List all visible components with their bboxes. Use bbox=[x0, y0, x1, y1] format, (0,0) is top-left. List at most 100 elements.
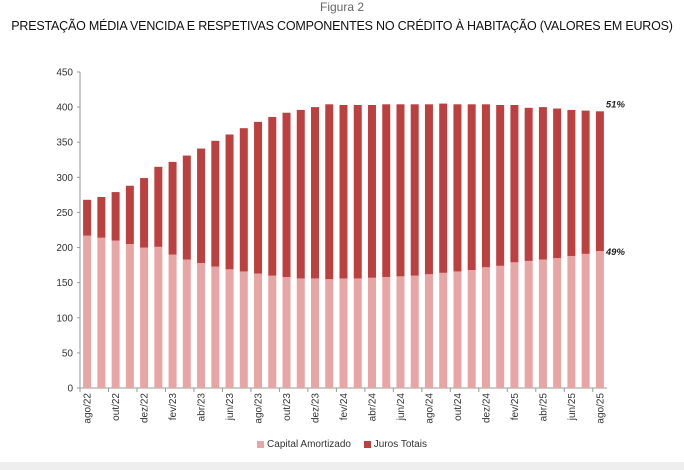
x-tick-label: out/22 bbox=[111, 393, 122, 421]
bar-capital-amortizado bbox=[239, 271, 248, 388]
bar-juros-totais bbox=[111, 192, 120, 241]
x-tick-label: out/24 bbox=[453, 393, 464, 421]
bar-juros-totais bbox=[268, 116, 277, 276]
bar-capital-amortizado bbox=[282, 277, 291, 388]
bar-capital-amortizado bbox=[211, 266, 220, 388]
figure-label: Figura 2 bbox=[319, 0, 365, 14]
y-tick-label: 50 bbox=[62, 348, 74, 359]
bar-capital-amortizado bbox=[268, 275, 277, 388]
bar-capital-amortizado bbox=[410, 275, 419, 388]
bar-juros-totais bbox=[595, 111, 604, 252]
bar-capital-amortizado bbox=[424, 274, 433, 388]
bar-capital-amortizado bbox=[595, 251, 604, 388]
x-tick-label: out/23 bbox=[282, 393, 293, 421]
bar-capital-amortizado bbox=[83, 235, 92, 388]
bar-capital-amortizado bbox=[311, 278, 320, 388]
bar-capital-amortizado bbox=[168, 254, 177, 388]
bar-juros-totais bbox=[254, 121, 263, 274]
bar-juros-totais bbox=[538, 107, 547, 260]
bar-juros-totais bbox=[182, 155, 191, 260]
bar-juros-totais bbox=[567, 109, 576, 256]
legend-label-capital: Capital Amortizado bbox=[267, 439, 351, 450]
x-tick-label: dez/23 bbox=[311, 393, 322, 423]
bar-juros-totais bbox=[140, 178, 149, 248]
bar-capital-amortizado bbox=[382, 277, 391, 388]
bar-juros-totais bbox=[197, 148, 206, 264]
bar-juros-totais bbox=[410, 104, 419, 276]
bar-juros-totais bbox=[239, 128, 248, 272]
bar-juros-totais bbox=[467, 104, 476, 271]
x-tick-label: fev/25 bbox=[510, 393, 521, 421]
bar-capital-amortizado bbox=[154, 246, 163, 388]
bar-capital-amortizado bbox=[254, 273, 263, 388]
x-tick-label: jun/24 bbox=[396, 393, 407, 422]
bar-capital-amortizado bbox=[225, 269, 234, 388]
bar-capital-amortizado bbox=[524, 260, 533, 388]
bar-capital-amortizado bbox=[567, 255, 576, 388]
bar-juros-totais bbox=[382, 104, 391, 278]
bar-capital-amortizado bbox=[197, 263, 206, 388]
y-tick-label: 400 bbox=[56, 103, 73, 114]
bar-juros-totais bbox=[282, 112, 291, 278]
x-tick-label: ago/24 bbox=[424, 393, 435, 424]
bar-capital-amortizado bbox=[481, 267, 490, 388]
annotation-juros-share: 51% bbox=[606, 99, 626, 110]
bar-juros-totais bbox=[396, 104, 405, 277]
y-tick-label: 0 bbox=[67, 384, 73, 395]
x-tick-label: jun/25 bbox=[567, 393, 578, 422]
legend-item-juros: Juros Totais bbox=[363, 439, 427, 450]
page-bottom-strip bbox=[0, 462, 684, 470]
bar-juros-totais bbox=[496, 105, 505, 266]
bar-capital-amortizado bbox=[296, 278, 305, 388]
legend-swatch-capital bbox=[257, 440, 265, 448]
bar-capital-amortizado bbox=[510, 262, 519, 388]
bar-juros-totais bbox=[553, 108, 562, 259]
legend: Capital Amortizado Juros Totais bbox=[0, 439, 684, 450]
bar-capital-amortizado bbox=[439, 272, 448, 388]
legend-item-capital: Capital Amortizado bbox=[257, 439, 351, 450]
bar-capital-amortizado bbox=[467, 270, 476, 388]
bar-capital-amortizado bbox=[111, 240, 120, 388]
bar-juros-totais bbox=[481, 104, 490, 268]
bar-capital-amortizado bbox=[553, 258, 562, 388]
bar-juros-totais bbox=[453, 104, 462, 272]
bar-juros-totais bbox=[311, 107, 320, 279]
x-tick-label: ago/23 bbox=[254, 393, 265, 424]
y-tick-label: 350 bbox=[56, 138, 73, 149]
bar-juros-totais bbox=[154, 166, 163, 247]
x-tick-label: dez/22 bbox=[140, 393, 151, 423]
legend-label-juros: Juros Totais bbox=[373, 439, 427, 450]
bar-juros-totais bbox=[424, 104, 433, 275]
y-tick-label: 250 bbox=[56, 208, 73, 219]
bar-capital-amortizado bbox=[453, 271, 462, 388]
y-tick-label: 300 bbox=[56, 173, 73, 184]
y-tick-label: 200 bbox=[56, 243, 73, 254]
bar-juros-totais bbox=[367, 105, 376, 278]
bar-juros-totais bbox=[296, 109, 305, 279]
y-tick-label: 100 bbox=[56, 313, 73, 324]
x-tick-label: ago/22 bbox=[83, 393, 94, 424]
x-tick-label: abr/23 bbox=[197, 393, 208, 422]
bar-juros-totais bbox=[125, 185, 134, 245]
bar-capital-amortizado bbox=[367, 277, 376, 388]
bar-capital-amortizado bbox=[140, 247, 149, 388]
x-tick-label: fev/23 bbox=[168, 393, 179, 421]
legend-swatch-juros bbox=[363, 440, 371, 448]
y-tick-label: 450 bbox=[56, 68, 73, 79]
bar-juros-totais bbox=[168, 161, 177, 255]
bar-juros-totais bbox=[439, 103, 448, 273]
x-tick-label: abr/25 bbox=[538, 393, 549, 422]
y-tick-label: 150 bbox=[56, 278, 73, 289]
annotation-capital-share: 49% bbox=[605, 247, 626, 258]
x-tick-label: ago/25 bbox=[595, 393, 606, 424]
bar-capital-amortizado bbox=[538, 259, 547, 388]
bar-capital-amortizado bbox=[339, 278, 348, 388]
bar-capital-amortizado bbox=[325, 279, 334, 388]
x-tick-label: jun/23 bbox=[225, 393, 236, 422]
x-tick-label: fev/24 bbox=[339, 393, 350, 421]
x-tick-label: abr/24 bbox=[367, 393, 378, 422]
bar-capital-amortizado bbox=[396, 276, 405, 388]
bar-juros-totais bbox=[325, 104, 334, 280]
bar-capital-amortizado bbox=[97, 237, 106, 388]
